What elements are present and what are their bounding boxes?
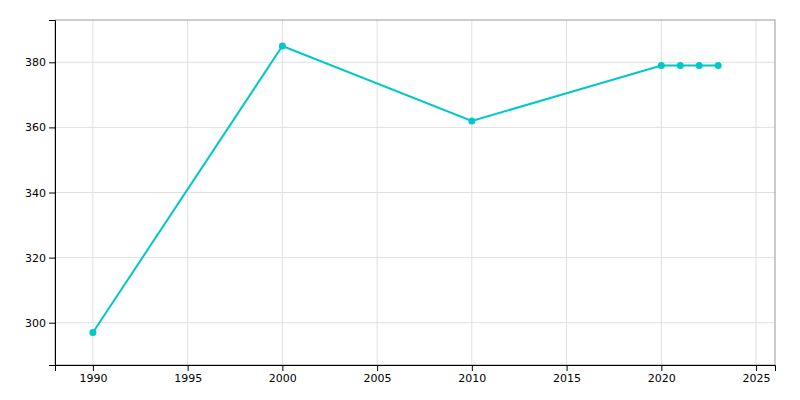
tick: 2000 (269, 365, 297, 385)
tick: 340 (25, 187, 55, 200)
tick-label: 2000 (269, 372, 297, 385)
tick: 320 (25, 252, 55, 265)
axis-line (56, 366, 776, 372)
tick-mark (661, 365, 662, 371)
tick-label: 1995 (174, 372, 202, 385)
tick: 360 (25, 121, 55, 134)
tick-label: 320 (25, 252, 46, 265)
tick-mark (282, 365, 283, 371)
grid (55, 20, 775, 365)
line (93, 46, 718, 332)
point (89, 329, 96, 336)
marks (89, 43, 721, 336)
point (468, 117, 475, 124)
plot-frame (55, 20, 775, 365)
tick: 2005 (364, 365, 392, 385)
tick-mark (756, 365, 757, 371)
tick-mark (567, 365, 568, 371)
tick-mark (49, 127, 55, 128)
tick: 1995 (174, 365, 202, 385)
point (696, 62, 703, 69)
tick-label: 340 (25, 187, 46, 200)
tick-label: 300 (25, 317, 46, 330)
tick-mark (93, 365, 94, 371)
tick-label: 2010 (458, 372, 486, 385)
tick: 380 (25, 56, 55, 69)
grid-line-y (55, 62, 775, 63)
tick-mark (377, 365, 378, 371)
tick-label: 2015 (553, 372, 581, 385)
grid-line-y (55, 127, 775, 128)
point (715, 62, 722, 69)
tick-mark (49, 193, 55, 194)
tick: 2010 (458, 365, 486, 385)
point (677, 62, 684, 69)
chart: 1990 1995 2000 2005 2010 2015 2020 2025 300 320 34… (0, 0, 800, 400)
tick-mark (49, 62, 55, 63)
plot: 1990 1995 2000 2005 2010 2015 2020 2025 300 320 34… (25, 20, 776, 385)
tick: 2025 (743, 365, 771, 385)
point (658, 62, 665, 69)
tick-label: 380 (25, 56, 46, 69)
tick-label: 2005 (364, 372, 392, 385)
tick-mark (49, 258, 55, 259)
tick-mark (472, 365, 473, 371)
axis-line (49, 21, 56, 366)
tick: 1990 (79, 365, 107, 385)
tick: 2020 (648, 365, 676, 385)
tick-label: 360 (25, 121, 46, 134)
point (279, 43, 286, 50)
tick-label: 1990 (79, 372, 107, 385)
grid-line-y (55, 257, 775, 258)
tick: 300 (25, 317, 55, 330)
tick-mark (49, 323, 55, 324)
y-axis: 300 320 340 360 380 (25, 21, 56, 366)
x-axis: 1990 1995 2000 2005 2010 2015 2020 2025 (56, 365, 776, 385)
tick-mark (188, 365, 189, 371)
grid-line-y (55, 322, 775, 323)
tick-label: 2020 (648, 372, 676, 385)
tick: 2015 (553, 365, 581, 385)
grid-line-y (55, 192, 775, 193)
tick-label: 2025 (743, 372, 771, 385)
